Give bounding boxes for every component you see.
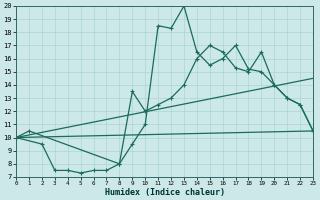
X-axis label: Humidex (Indice chaleur): Humidex (Indice chaleur) — [105, 188, 225, 197]
